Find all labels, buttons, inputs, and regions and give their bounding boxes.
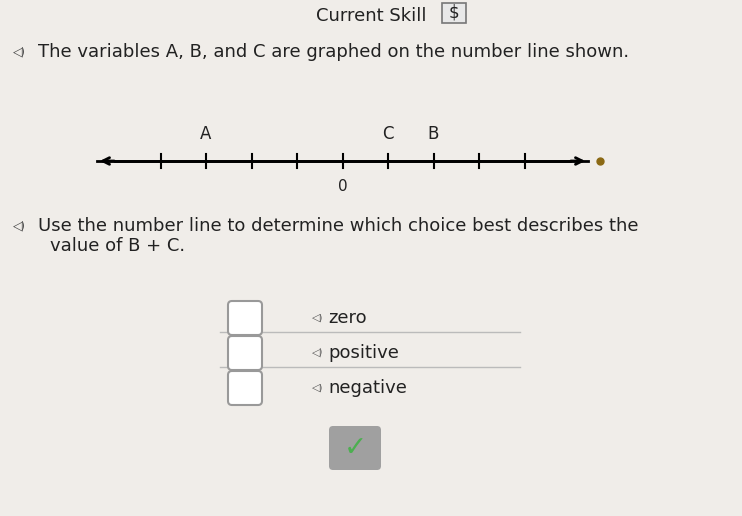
FancyBboxPatch shape <box>228 336 262 370</box>
Text: ◁: ◁ <box>312 348 321 358</box>
FancyBboxPatch shape <box>442 3 466 23</box>
FancyBboxPatch shape <box>228 371 262 405</box>
Text: The variables A, B, and C are graphed on the number line shown.: The variables A, B, and C are graphed on… <box>38 43 629 61</box>
Text: ◁: ◁ <box>13 45 23 58</box>
Text: negative: negative <box>328 379 407 397</box>
FancyBboxPatch shape <box>228 301 262 335</box>
Text: ): ) <box>318 348 321 358</box>
Text: ◁: ◁ <box>13 219 23 233</box>
Text: 0: 0 <box>338 179 347 194</box>
Text: C: C <box>382 125 394 143</box>
Text: ✓: ✓ <box>344 434 367 462</box>
Text: ): ) <box>20 47 24 57</box>
FancyBboxPatch shape <box>329 426 381 470</box>
Text: value of B + C.: value of B + C. <box>50 237 185 255</box>
Text: Current Skill: Current Skill <box>316 7 426 25</box>
Text: B: B <box>428 125 439 143</box>
Text: ◁: ◁ <box>312 383 321 393</box>
Text: Use the number line to determine which choice best describes the: Use the number line to determine which c… <box>38 217 639 235</box>
Text: A: A <box>200 125 211 143</box>
Text: positive: positive <box>328 344 399 362</box>
Text: ): ) <box>20 221 24 231</box>
Text: zero: zero <box>328 309 367 327</box>
Text: $: $ <box>449 4 459 22</box>
Text: ): ) <box>318 383 321 393</box>
Text: ): ) <box>318 314 321 322</box>
Text: ◁: ◁ <box>312 313 321 323</box>
